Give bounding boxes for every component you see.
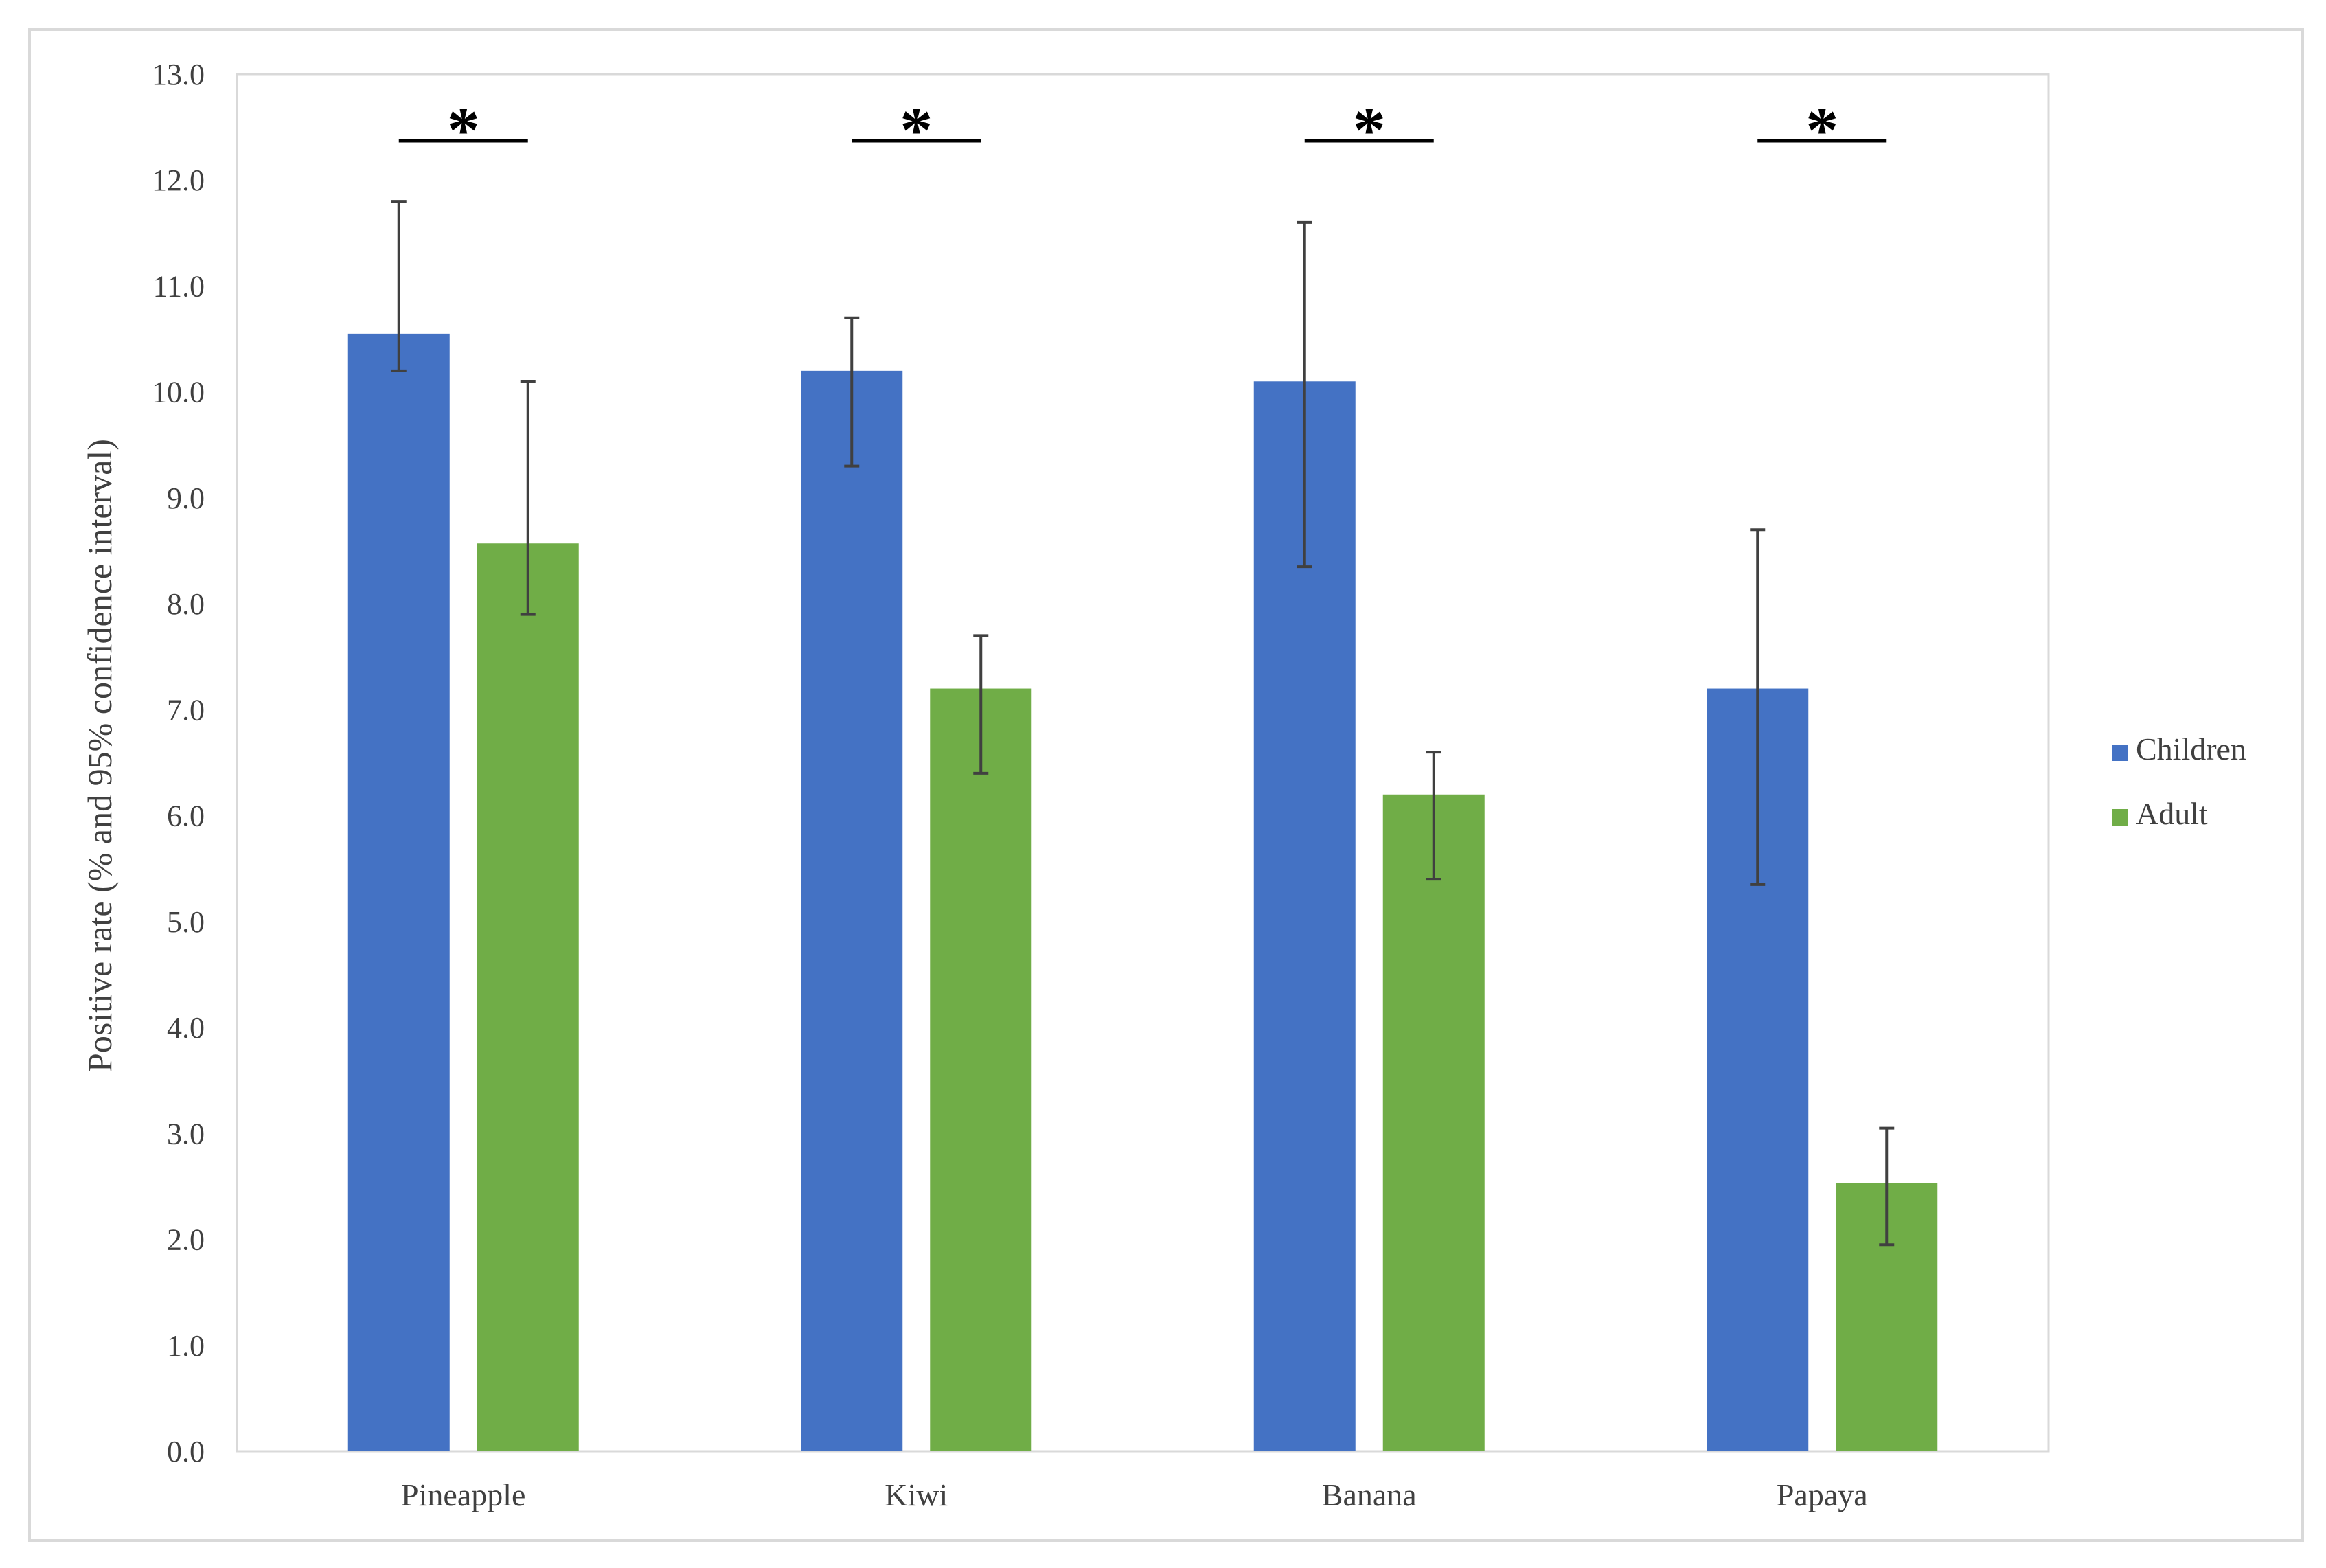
- bar-children-pineapple: [347, 333, 450, 1452]
- y-tick-label: 12.0: [152, 163, 205, 197]
- significance-asterisk: *: [900, 93, 933, 167]
- legend-swatch-children: [2112, 745, 2128, 761]
- x-tick-label: Pineapple: [401, 1477, 525, 1512]
- y-axis-title: Positive rate (% and 95% confidence inte…: [80, 439, 119, 1072]
- y-tick-label: 7.0: [167, 693, 205, 727]
- significance-asterisk: *: [1805, 93, 1838, 167]
- legend-label-children: Children: [2136, 731, 2246, 766]
- y-axis-ticks: 0.0 1.0 2.0 3.0 4.0 5.0 6.0 7.0 8.0 9.0 10.0 11.0 12…: [152, 58, 205, 1468]
- bar-adult-kiwi: [930, 688, 1032, 1451]
- x-tick-label: Kiwi: [885, 1477, 948, 1512]
- y-tick-label: 8.0: [167, 587, 205, 621]
- bar-adult-banana: [1382, 794, 1485, 1451]
- y-tick-label: 11.0: [153, 269, 205, 303]
- bar-adult-pineapple: [477, 543, 579, 1451]
- legend: Children Adult: [2112, 731, 2246, 831]
- y-tick-label: 0.0: [167, 1435, 205, 1468]
- x-axis-labels: Pineapple Kiwi Banana Papaya: [401, 1477, 1868, 1512]
- significance-layer: * * * *: [398, 93, 1887, 167]
- y-tick-label: 6.0: [167, 799, 205, 833]
- y-tick-label: 1.0: [167, 1329, 205, 1363]
- plot-area-border: [236, 73, 2050, 1453]
- legend-label-adult: Adult: [2136, 796, 2208, 831]
- y-tick-label: 9.0: [167, 481, 205, 515]
- error-bars-layer: [391, 200, 1895, 1247]
- y-tick-label: 10.0: [152, 376, 205, 409]
- legend-swatch-adult: [2112, 809, 2128, 826]
- y-tick-label: 5.0: [167, 905, 205, 939]
- x-tick-label: Papaya: [1777, 1477, 1868, 1512]
- significance-asterisk: *: [1353, 93, 1386, 167]
- significance-asterisk: *: [447, 93, 480, 167]
- y-tick-label: 13.0: [152, 58, 205, 91]
- bar-children-kiwi: [801, 370, 903, 1451]
- y-tick-label: 3.0: [167, 1117, 205, 1150]
- x-tick-label: Banana: [1322, 1477, 1417, 1512]
- bars-layer: [347, 333, 1938, 1452]
- y-tick-label: 2.0: [167, 1223, 205, 1257]
- y-tick-label: 4.0: [167, 1011, 205, 1045]
